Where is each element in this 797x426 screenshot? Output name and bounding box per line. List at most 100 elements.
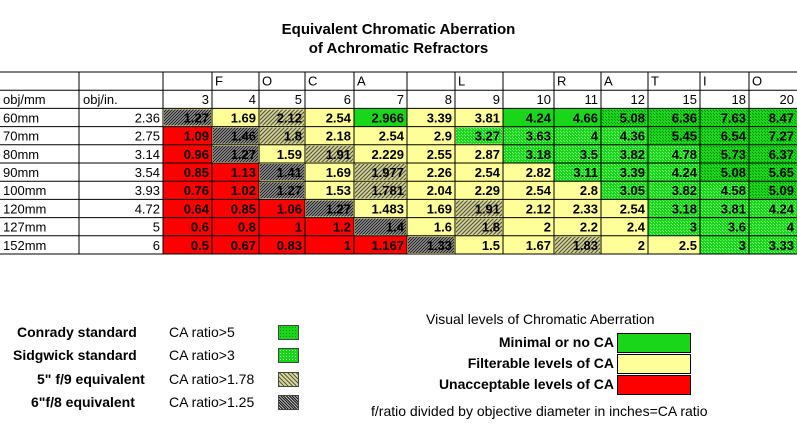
data-cell-fill	[601, 217, 648, 236]
ca-ratio-value: 1.2	[333, 220, 351, 235]
ca-ratio-footnote: f/ratio divided by objective diameter in…	[371, 403, 708, 419]
data-cell-pattern	[649, 164, 699, 181]
focal-ratio-header: 11	[585, 92, 599, 107]
ca-ratio-value: 0.83	[277, 238, 302, 253]
data-cell-fill	[455, 181, 503, 200]
ca-ratio-value: 2	[544, 220, 551, 235]
light-green-check-pattern-icon	[278, 348, 299, 363]
ca-ratio-value: 2.54	[526, 183, 552, 198]
focal-ratio-header: 18	[732, 92, 746, 107]
objective-inches-value: 5	[153, 220, 160, 235]
objective-inches-value: 2.75	[135, 129, 160, 144]
ca-ratio-value: 3.18	[526, 147, 551, 162]
ca-ratio-value: 2.5	[679, 238, 697, 253]
ca-ratio-value: 1.167	[371, 238, 404, 253]
data-cell-fill	[259, 199, 305, 218]
data-cell-pattern	[555, 236, 600, 253]
data-cell-pattern	[555, 127, 600, 144]
ca-ratio-value: 1.91	[326, 147, 351, 162]
focal-ratio-letter: R	[557, 74, 566, 89]
data-cell-fill	[354, 144, 407, 163]
ca-ratio-value: 1.483	[371, 201, 404, 216]
data-cell-pattern	[164, 109, 211, 126]
objective-mm-label: 100mm	[3, 183, 46, 198]
ca-ratio-value: 1.27	[231, 147, 256, 162]
data-cell-pattern	[701, 164, 748, 181]
ca-ratio-value: 3	[739, 238, 746, 253]
data-cell-fill	[354, 199, 407, 218]
ca-ratio-value: 1.46	[231, 129, 256, 144]
ca-ratio-value: 1.41	[277, 165, 302, 180]
legend-6in-f8-criterion: CA ratio>1.25	[169, 394, 255, 410]
objective-mm-label: 152mm	[3, 238, 46, 253]
data-cell-fill	[259, 144, 305, 163]
ca-ratio-value: 3.33	[769, 238, 794, 253]
green-check-pattern-icon	[278, 325, 299, 340]
data-cell-pattern	[750, 236, 796, 253]
ca-ratio-value: 0.5	[191, 238, 209, 253]
focal-ratio-header: 15	[683, 92, 697, 107]
ca-ratio-value: 1.8	[482, 220, 500, 235]
ca-ratio-value: 1	[344, 238, 351, 253]
ca-ratio-value: 1.83	[573, 238, 598, 253]
focal-ratio-header: 3	[202, 92, 209, 107]
data-cell-pattern	[355, 218, 406, 235]
data-cell-fill	[455, 163, 503, 182]
data-cell-fill	[601, 235, 648, 254]
data-cell-fill	[212, 235, 259, 254]
ca-ratio-value: 3.81	[475, 110, 500, 125]
data-cell-pattern	[750, 109, 796, 126]
unacceptable-ca-swatch	[617, 375, 691, 395]
focal-ratio-header: 4	[249, 92, 256, 107]
data-cell-fill	[305, 108, 354, 127]
ca-ratio-value: 3.63	[526, 129, 551, 144]
data-cell-fill	[163, 126, 212, 145]
ca-ratio-value: 4.24	[769, 201, 795, 216]
data-cell-pattern	[260, 127, 304, 144]
data-cell-fill	[163, 235, 212, 254]
data-cell-pattern	[306, 200, 353, 217]
ca-ratio-value: 3.05	[620, 183, 645, 198]
data-cell-pattern	[649, 182, 699, 199]
ca-ratio-value: 0.85	[184, 165, 209, 180]
ca-ratio-value: 3.82	[620, 147, 645, 162]
data-cell-fill	[163, 181, 212, 200]
data-cell-pattern	[602, 109, 647, 126]
ca-ratio-value: 1.8	[284, 129, 302, 144]
ca-ratio-value: 2.18	[326, 129, 351, 144]
ca-ratio-value: 1.13	[231, 165, 256, 180]
data-cell-fill	[305, 217, 354, 236]
objective-inches-value: 6	[153, 238, 160, 253]
ca-ratio-value: 5.65	[769, 165, 794, 180]
data-cell-fill	[305, 163, 354, 182]
objective-mm-label: 127mm	[3, 220, 46, 235]
ca-ratio-value: 2.04	[427, 183, 453, 198]
ca-ratio-value: 1.67	[526, 238, 551, 253]
obj-in-header: obj/in.	[83, 92, 118, 107]
objective-mm-label: 90mm	[3, 165, 39, 180]
data-cell-pattern	[602, 145, 647, 162]
data-cell-pattern	[555, 164, 600, 181]
data-cell-fill	[305, 235, 354, 254]
data-cell-fill	[212, 217, 259, 236]
ca-ratio-value: 2.54	[326, 110, 352, 125]
data-cell-fill	[503, 163, 554, 182]
data-cell-fill	[554, 217, 601, 236]
ca-ratio-value: 1.27	[277, 183, 302, 198]
unacceptable-ca-label: Unacceptable levels of CA	[438, 376, 614, 392]
data-cell-pattern	[213, 127, 258, 144]
data-cell-pattern	[750, 127, 796, 144]
ca-ratio-value: 0.96	[184, 147, 209, 162]
data-cell-fill	[455, 108, 503, 127]
obj-mm-header: obj/mm	[3, 92, 46, 107]
visual-levels-title: Visual levels of Chromatic Aberration	[426, 311, 655, 327]
data-cell-pattern	[602, 127, 647, 144]
ca-ratio-value: 2.54	[475, 165, 501, 180]
data-cell-fill	[407, 108, 455, 127]
focal-ratio-letter: L	[458, 74, 465, 89]
ca-ratio-value: 1.977	[371, 165, 404, 180]
ca-ratio-value: 2.54	[620, 201, 646, 216]
data-cell-fill	[212, 163, 259, 182]
ca-ratio-value: 2.87	[475, 147, 500, 162]
